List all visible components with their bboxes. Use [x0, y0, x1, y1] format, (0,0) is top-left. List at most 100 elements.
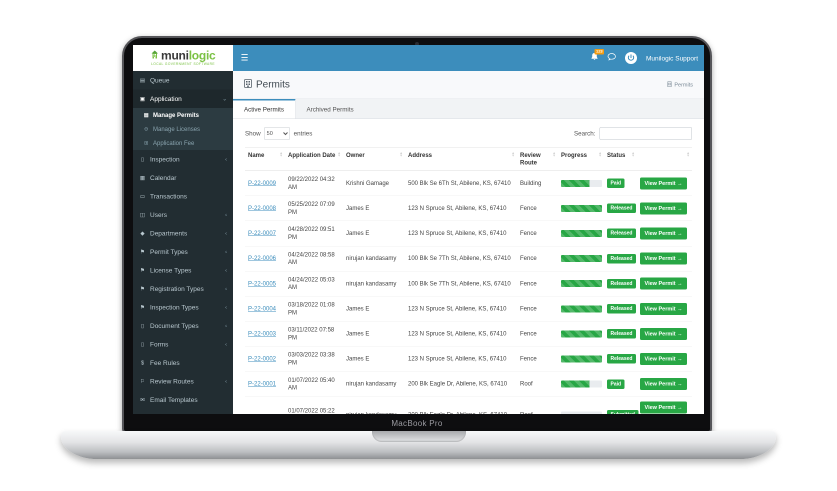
sidebar-item-license-types[interactable]: ⚑ License Types ‹	[133, 261, 233, 280]
status-badge: Released	[607, 228, 636, 239]
view-permit-button[interactable]: View Permit →	[640, 378, 688, 391]
sidebar-item-document-types[interactable]: ▯ Document Types ‹	[133, 317, 233, 336]
view-permit-button[interactable]: View Permit →	[640, 302, 688, 315]
sidebar-item-label: Inspection Types	[150, 303, 199, 312]
sidebar-item-application-fee[interactable]: ⊞ Application Fee	[133, 136, 233, 150]
sort-asc-icon: ▴	[512, 151, 514, 156]
permit-link[interactable]: P-22-0004	[248, 304, 277, 312]
permit-link[interactable]: P-22-0001	[248, 380, 277, 388]
sidebar-toggle-button[interactable]: ☰	[240, 53, 249, 63]
sort-icon[interactable]: ▴ ▾	[512, 152, 514, 158]
cell-address: 123 N Spruce St, Abilene, KS, 67410	[405, 195, 517, 222]
permit-link[interactable]: P-22-0008	[248, 204, 277, 212]
manage-licenses-icon: ⊖	[144, 126, 149, 132]
sort-desc-icon: ▾	[400, 154, 402, 158]
sort-icon[interactable]: ▴ ▾	[400, 152, 402, 158]
sidebar-item-forms[interactable]: ▯ Forms ‹	[133, 335, 233, 354]
sidebar-item-email-templates[interactable]: ✉ Email Templates	[133, 391, 233, 410]
cell-application-date: 05/25/2022 07:09 PM	[285, 195, 343, 222]
main-content: Permits Permits Active Permits Archived …	[233, 71, 704, 414]
sort-icon[interactable]: ▴ ▾	[338, 152, 340, 158]
sort-desc-icon: ▾	[599, 154, 601, 158]
view-permit-button[interactable]: View Permit →	[640, 327, 688, 340]
search-control: Search:	[574, 127, 692, 140]
sidebar-subitem-label: Manage Permits	[153, 111, 200, 119]
permit-link[interactable]: P-22-0006	[248, 254, 277, 262]
permit-link[interactable]: P-22-0002	[248, 355, 277, 363]
sidebar-item-permit-types[interactable]: ⚑ Permit Types ‹	[133, 243, 233, 262]
sort-asc-icon: ▴	[553, 151, 555, 156]
sidebar-item-review-routes[interactable]: ⚐ Review Routes ‹	[133, 372, 233, 391]
column-header-progress: Progress ▴ ▾	[558, 147, 604, 171]
brand-logo[interactable]: munilogic LOCAL GOVERNMENT SOFTWARE	[133, 45, 233, 71]
sort-desc-icon: ▾	[512, 154, 514, 158]
permit-link[interactable]: P-22-0007	[248, 229, 277, 237]
cell-progress	[558, 296, 604, 322]
permit-link[interactable]: P-22-0009	[248, 179, 277, 187]
view-permit-button[interactable]: View Permit →	[640, 202, 688, 215]
document-types-icon: ▯	[140, 323, 145, 329]
cell-actions: View Permit →	[637, 296, 692, 322]
sort-desc-icon: ▾	[280, 154, 282, 158]
column-header-name: Name ▴ ▾	[245, 147, 285, 171]
column-header-label: Review Route	[520, 151, 541, 167]
show-entries-control: Show 50 entries	[245, 127, 312, 140]
sidebar-item-inspection-types[interactable]: ⚑ Inspection Types ‹	[133, 298, 233, 317]
sort-icon[interactable]: ▴ ▾	[280, 152, 282, 158]
cell-owner: nirujan kandasamy	[343, 246, 405, 272]
view-permit-button[interactable]: View Permit →	[640, 352, 688, 365]
sidebar-item-inspection[interactable]: ▯ Inspection ‹	[133, 150, 233, 169]
sidebar-item-users[interactable]: ◫ Users ‹	[133, 206, 233, 225]
chevron-left-icon: ‹	[225, 285, 227, 292]
permit-link[interactable]: P-22-0003	[248, 329, 277, 337]
cell-address: 123 N Spruce St, Abilene, KS, 67410	[405, 220, 517, 247]
sidebar-item-fee-rules[interactable]: $ Fee Rules	[133, 354, 233, 373]
status-badge: Released	[607, 304, 636, 314]
messages-button[interactable]	[607, 53, 616, 63]
status-badge: Released	[607, 278, 636, 289]
sidebar-item-label: Email Templates	[150, 396, 198, 404]
table-row: P-22-0001 01/07/2022 05:40 AM nirujan kand…	[245, 371, 692, 397]
table-row: P-22-0002 03/03/2022 03:38 PM James E 123 N…	[245, 346, 692, 372]
notifications-button[interactable]: 123	[590, 49, 605, 64]
user-name[interactable]: Munilogic Support	[645, 54, 698, 62]
tab-archived-permits[interactable]: Archived Permits	[306, 106, 354, 113]
sidebar-item-departments[interactable]: ◆ Departments ‹	[133, 224, 233, 243]
sidebar-item-calendar[interactable]: ▦ Calendar	[133, 169, 233, 188]
page-size-select[interactable]: 50	[264, 127, 291, 140]
view-permit-button[interactable]: View Permit →	[640, 252, 688, 265]
view-permit-button[interactable]: View Permit →	[640, 227, 688, 240]
table-row: P-22-0008 05/25/2022 07:09 PM James E 123 N…	[245, 195, 692, 222]
view-permit-button[interactable]: View Permit →	[640, 401, 688, 414]
sidebar-item-registration-types[interactable]: ⚑ Registration Types ‹	[133, 280, 233, 299]
cell-progress	[558, 271, 604, 297]
sort-icon[interactable]: ▴ ▾	[687, 152, 689, 158]
sidebar-item-label: Calendar	[150, 174, 177, 182]
sidebar-item-application[interactable]: ▣ Application ⌄	[133, 89, 233, 108]
cell-application-date: 04/28/2022 09:51 PM	[285, 220, 343, 247]
sidebar-item-label: Fee Rules	[150, 359, 180, 367]
column-header-label: Application Date	[288, 151, 336, 159]
user-avatar[interactable]	[624, 52, 637, 64]
sidebar-item-queue[interactable]: ▤ Queue	[133, 71, 233, 90]
sort-icon[interactable]: ▴ ▾	[599, 152, 601, 158]
sidebar-item-transactions[interactable]: ▭ Transactions	[133, 187, 233, 206]
cell-owner: Krishni Gamage	[343, 170, 405, 197]
view-permit-button[interactable]: View Permit →	[640, 177, 688, 190]
sort-icon[interactable]: ▴ ▾	[632, 152, 634, 158]
cell-status: Submitted	[604, 396, 639, 414]
view-permit-button[interactable]: View Permit →	[640, 277, 688, 290]
permit-link[interactable]: P-22-0005	[248, 279, 277, 287]
sidebar-item-manage-permits[interactable]: ▤ Manage Permits	[133, 108, 233, 122]
cell-address: 100 Blk Se 7Th St, Abilene, KS, 67410	[405, 246, 517, 272]
cell-status: Paid	[604, 170, 637, 197]
calendar-icon: ▦	[139, 175, 146, 181]
search-input[interactable]	[599, 127, 692, 140]
sort-icon[interactable]: ▴ ▾	[553, 152, 555, 158]
sidebar-subitem-label: Manage Licenses	[153, 125, 201, 133]
sidebar-nav: ▤ Queue ▣ Application ⌄ ▤ Manage Permits ⊖ Manag…	[133, 71, 233, 414]
tab-active-permits[interactable]: Active Permits	[233, 99, 296, 119]
progress-bar	[561, 229, 602, 237]
sidebar-item-manage-licenses[interactable]: ⊖ Manage Licenses	[133, 122, 233, 136]
cell-application-date: 01/07/2022 05:22 AM	[285, 396, 343, 414]
